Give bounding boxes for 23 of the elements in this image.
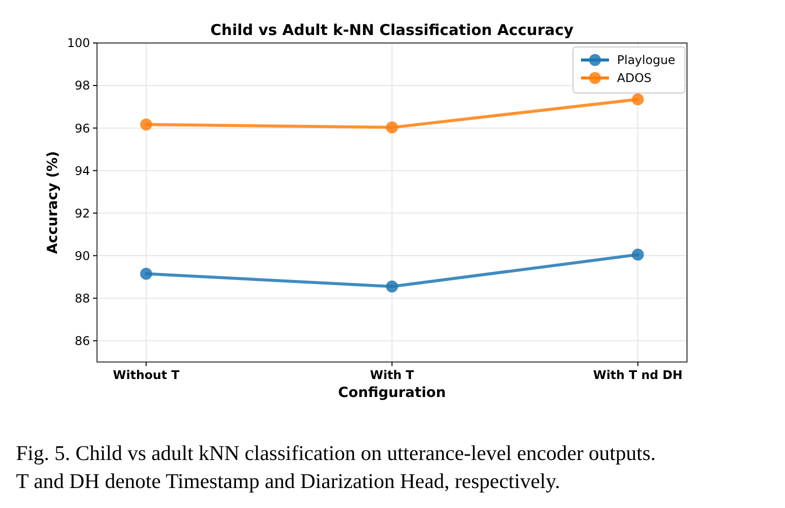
point (632, 248, 644, 261)
y-tick-label: 100 (67, 36, 90, 50)
x-tick-label: With T nd DH (593, 368, 683, 382)
caption: Fig. 5. Child vs adult kNN classification on utterance-level encoder outputs. T and DH denote Timestamp and Diarization Head, respectively. (16, 441, 656, 493)
point (386, 280, 398, 293)
y-tick-label: 98 (74, 78, 90, 93)
x-tick-label: With T (370, 368, 415, 382)
y-axis-title: Accuracy (%) (45, 151, 61, 254)
x-axis-title: Configuration (338, 385, 446, 401)
x-tick-label: Without T (112, 368, 180, 382)
point (386, 121, 398, 134)
y-tick-label: 96 (74, 121, 90, 136)
legend-label: ADOS (617, 71, 652, 86)
y-tick-label: 90 (74, 248, 90, 263)
point (140, 268, 152, 280)
point (632, 93, 644, 106)
chart-title: Child vs Adult k-NN Classification Accuracy (210, 21, 574, 39)
y-tick-label: 92 (74, 206, 90, 220)
legend-label: Playlogue (617, 53, 676, 68)
point (140, 118, 152, 130)
y-tick-label: 94 (74, 164, 90, 178)
y-tick-label: 86 (74, 334, 90, 348)
y-tick-label: 88 (74, 291, 90, 306)
